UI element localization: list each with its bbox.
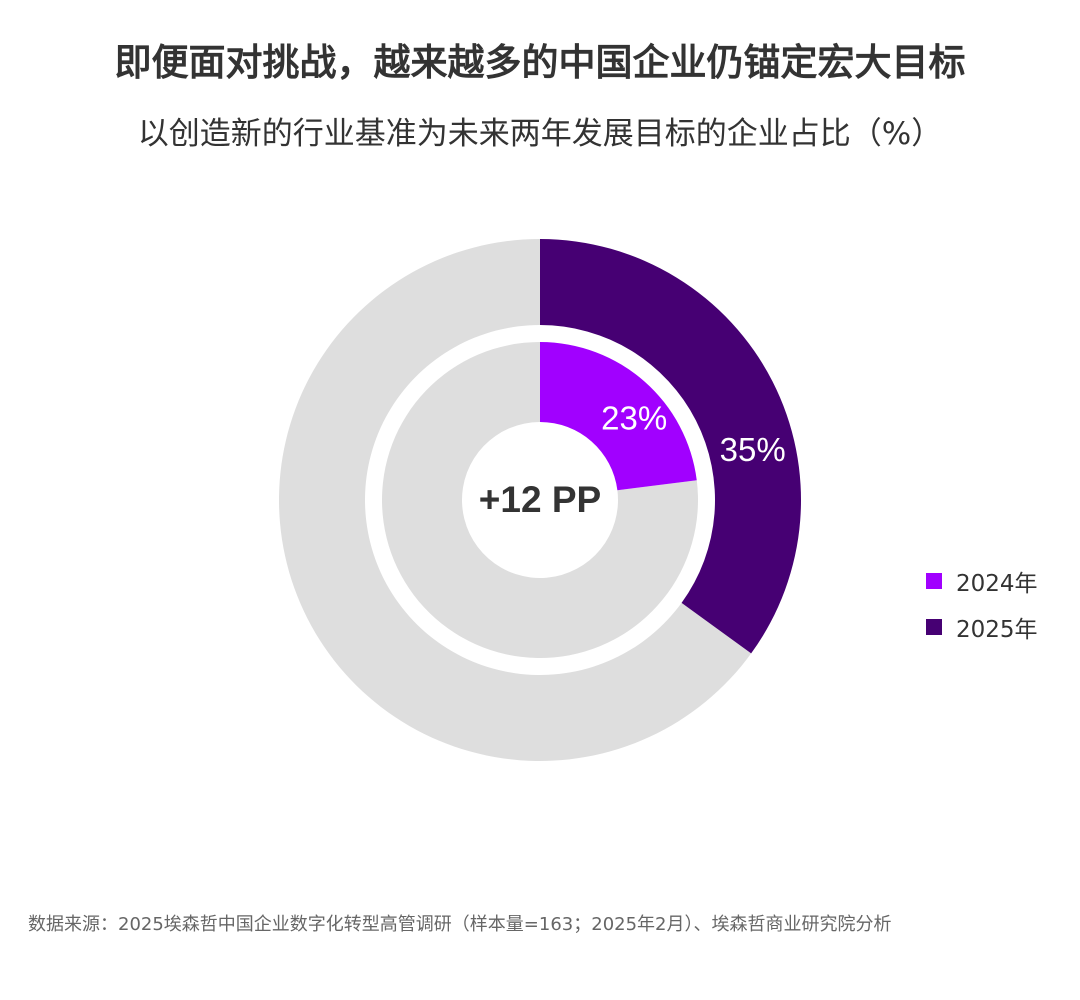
value-segment-inner [540,342,697,491]
source-note: 数据来源：2025埃森哲中国企业数字化转型高管调研（样本量=163；2025年2… [28,914,892,935]
chart-title: 即便面对挑战，越来越多的中国企业仍锚定宏大目标 [114,41,966,84]
legend: 2024年 2025年 [926,558,1038,650]
value-segment-outer [540,239,801,654]
chart-subtitle: 以创造新的行业基准为未来两年发展目标的企业占比（%） [137,116,943,152]
data-label-2024: 23% [601,400,667,437]
legend-swatch-2024 [926,573,942,589]
remainder-segment-inner [381,342,698,658]
remainder-segment-outer [279,239,752,761]
legend-item-2024: 2024年 [926,558,1038,604]
legend-label-2024: 2024年 [956,571,1038,597]
data-label-2025: 35% [720,431,786,468]
center-label: +12 PP [479,479,601,520]
legend-swatch-2025 [926,619,942,635]
legend-item-2025: 2025年 [926,604,1038,650]
legend-label-2025: 2025年 [956,617,1038,643]
